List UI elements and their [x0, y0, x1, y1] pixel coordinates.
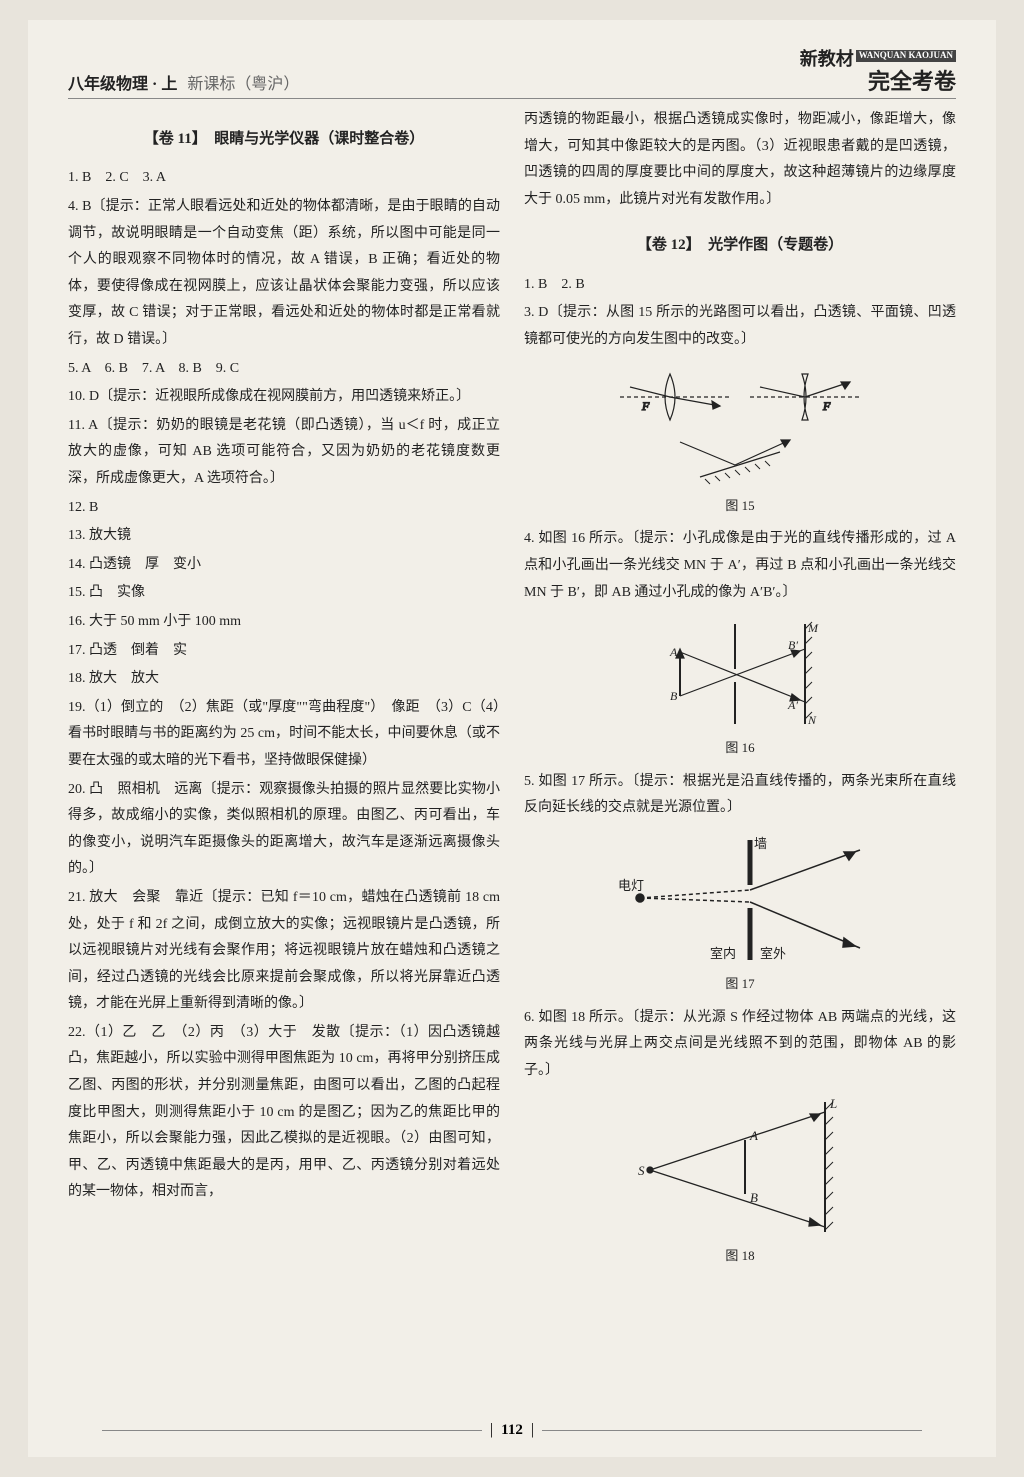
figure-15-svg: F F: [610, 362, 870, 492]
fig18-l-label: L: [829, 1096, 837, 1111]
answer-1-3: 1. B 2. C 3. A: [68, 165, 500, 192]
figure-17-caption: 图 17: [524, 972, 956, 997]
content-columns: 【卷 11】 眼睛与光学仪器（课时整合卷） 1. B 2. C 3. A 4. …: [68, 107, 956, 1414]
brand-top: 新教材WANQUAN KAOJUAN: [800, 50, 956, 70]
figure-18: S A B L 图 18: [524, 1092, 956, 1269]
answer-18: 18. 放大 放大: [68, 666, 500, 693]
svg-text:F: F: [641, 399, 650, 413]
answer-22-cont: 丙透镜的物距最小，根据凸透镜成实像时，物距减小，像距增大，像增大，可知其中像距较…: [524, 107, 956, 213]
answer-15: 15. 凸 实像: [68, 580, 500, 607]
answer-17: 17. 凸透 倒着 实: [68, 638, 500, 665]
figure-18-caption: 图 18: [524, 1244, 956, 1269]
page-number: 112: [501, 1422, 523, 1439]
figure-18-svg: S A B L: [620, 1092, 860, 1242]
answer-4: 4. B〔提示：正常人眼看远处和近处的物体都清晰，是由于眼睛的自动调节，故说明眼…: [68, 194, 500, 354]
fig18-b-label: B: [750, 1190, 758, 1205]
footer-rule-right: [542, 1430, 922, 1431]
left-column: 【卷 11】 眼睛与光学仪器（课时整合卷） 1. B 2. C 3. A 4. …: [68, 107, 500, 1414]
svg-text:M: M: [807, 621, 819, 635]
answer-14: 14. 凸透镜 厚 变小: [68, 552, 500, 579]
answer-r4: 4. 如图 16 所示。〔提示：小孔成像是由于光的直线传播形成的，过 A 点和小…: [524, 526, 956, 606]
fig18-s-label: S: [638, 1163, 645, 1178]
grade-label: 八年级物理 · 上: [68, 76, 177, 93]
header-left: 八年级物理 · 上 新课标（粤沪）: [68, 70, 299, 94]
answer-19: 19.（1）倒立的 （2）焦距（或"厚度""弯曲程度"） 像距 （3）C（4）看…: [68, 695, 500, 775]
svg-text:F: F: [822, 399, 831, 413]
figure-17: 墙 电灯 室内 室外 图 17: [524, 830, 956, 997]
svg-text:A: A: [669, 645, 678, 659]
page-header: 八年级物理 · 上 新课标（粤沪） 新教材WANQUAN KAOJUAN 完全考…: [68, 50, 956, 99]
brand-tag: WANQUAN KAOJUAN: [856, 50, 956, 62]
answer-r6: 6. 如图 18 所示。〔提示：从光源 S 作经过物体 AB 两端点的光线，这两…: [524, 1005, 956, 1085]
svg-text:N: N: [807, 713, 817, 727]
figure-15: F F: [524, 362, 956, 519]
footer-rule-left: [102, 1430, 482, 1431]
footer-bar-left: |: [490, 1421, 493, 1439]
page: 八年级物理 · 上 新课标（粤沪） 新教材WANQUAN KAOJUAN 完全考…: [28, 20, 996, 1457]
fig17-wall-label: 墙: [754, 836, 767, 851]
answer-12: 12. B: [68, 495, 500, 522]
figure-16: A B B′ A′ M N 图 16: [524, 614, 956, 761]
brand-bottom: 完全考卷: [800, 70, 956, 94]
brand-block: 新教材WANQUAN KAOJUAN 完全考卷: [800, 50, 956, 94]
brand-top-text: 新教材: [800, 49, 854, 69]
answer-22: 22.（1）乙 乙 （2）丙 （3）大于 发散〔提示：（1）因凸透镜越凸，焦距越…: [68, 1020, 500, 1206]
answer-11: 11. A〔提示：奶奶的眼镜是老花镜（即凸透镜），当 u＜f 时，成正立放大的虚…: [68, 413, 500, 493]
answer-r3: 3. D〔提示：从图 15 所示的光路图可以看出，凸透镜、平面镜、凹透镜都可使光…: [524, 300, 956, 353]
svg-text:A′: A′: [787, 698, 798, 712]
fig17-lamp-label: 电灯: [618, 878, 644, 893]
answer-r5: 5. 如图 17 所示。〔提示：根据光是沿直线传播的，两条光束所在直线反向延长线…: [524, 769, 956, 822]
answer-5-9: 5. A 6. B 7. A 8. B 9. C: [68, 356, 500, 383]
subtitle-label: 新课标（粤沪）: [187, 76, 299, 93]
fig17-indoor-label: 室内: [710, 946, 736, 961]
figure-15-caption: 图 15: [524, 494, 956, 519]
answer-20: 20. 凸 照相机 远离〔提示：观察摄像头拍摄的照片显然要比实物小得多，故成缩小…: [68, 777, 500, 883]
svg-text:B′: B′: [788, 638, 798, 652]
answer-13: 13. 放大镜: [68, 523, 500, 550]
answer-r1-2: 1. B 2. B: [524, 272, 956, 299]
fig18-a-label: A: [749, 1128, 758, 1143]
footer-bar-right: |: [531, 1421, 534, 1439]
section-title-12: 【卷 12】 光学作图（专题卷）: [524, 231, 956, 260]
figure-17-svg: 墙 电灯 室内 室外: [600, 830, 880, 970]
figure-16-svg: A B B′ A′ M N: [640, 614, 840, 734]
page-footer: | 112 |: [28, 1421, 996, 1439]
answer-16: 16. 大于 50 mm 小于 100 mm: [68, 609, 500, 636]
answer-21: 21. 放大 会聚 靠近〔提示：已知 f＝10 cm，蜡烛在凸透镜前 18 cm…: [68, 885, 500, 1018]
svg-text:B: B: [670, 689, 678, 703]
answer-10: 10. D〔提示：近视眼所成像成在视网膜前方，用凹透镜来矫正。〕: [68, 384, 500, 411]
section-title-11: 【卷 11】 眼睛与光学仪器（课时整合卷）: [68, 125, 500, 154]
right-column: 丙透镜的物距最小，根据凸透镜成实像时，物距减小，像距增大，像增大，可知其中像距较…: [524, 107, 956, 1414]
fig17-outdoor-label: 室外: [760, 946, 786, 961]
figure-16-caption: 图 16: [524, 736, 956, 761]
